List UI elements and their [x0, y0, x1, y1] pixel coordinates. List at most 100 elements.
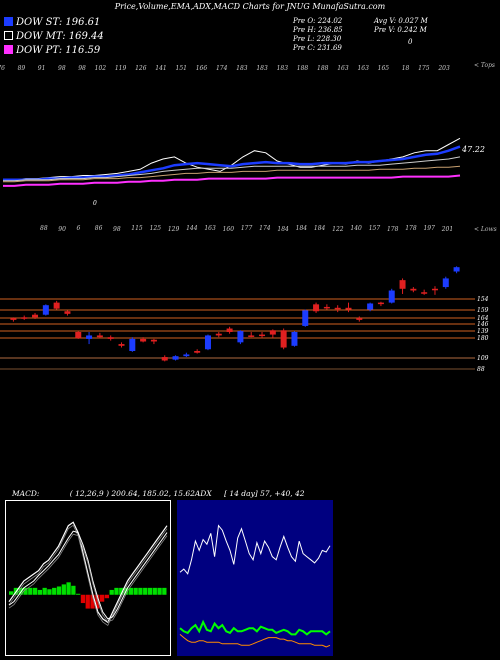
macd-bar: [71, 585, 76, 595]
macd-bar: [143, 587, 148, 595]
macd-line-shadow: [8, 533, 168, 623]
avg-volume: Avg V: 0.027 M: [374, 17, 428, 25]
macd-bar: [37, 589, 43, 595]
top-price-label: 98: [78, 65, 86, 72]
candle-body: [453, 267, 460, 272]
candle-body: [86, 335, 93, 339]
bottom-price-label: 129: [168, 226, 180, 233]
top-price-label: 174: [216, 65, 228, 72]
adx-line: [179, 634, 331, 648]
level-label: 164: [477, 315, 489, 322]
macd-bar: [80, 594, 86, 604]
top-price-label: 141: [155, 65, 166, 72]
adx-panel: [177, 500, 333, 656]
legend-swatch: [4, 45, 13, 54]
macd-bar: [162, 587, 167, 595]
macd-line: [8, 521, 168, 624]
candle-body: [280, 330, 287, 348]
top-price-label: 188: [297, 65, 309, 72]
top-price-label: 188: [317, 65, 329, 72]
macd-label: MACD:: [12, 489, 40, 498]
adx-values: [ 14 day] 57, +40, 42: [224, 489, 305, 498]
macd-line-shadow: [8, 524, 168, 626]
pre-close: Pre C: 231.69: [293, 44, 342, 52]
candle-body: [42, 305, 49, 315]
level-label: 159: [477, 307, 489, 314]
bottom-price-label: 98: [113, 226, 121, 233]
pre-low: Pre L: 228.30: [293, 35, 342, 43]
macd-bar: [23, 587, 28, 595]
candle-body: [302, 310, 309, 326]
macd-bar: [99, 594, 105, 602]
price-chart: 76 89 91 98 98 102 119 126 141 151 166 174 183 183 183…: [0, 62, 497, 373]
macd-bar: [32, 587, 38, 595]
candle-body: [248, 335, 255, 337]
candle-body: [291, 331, 298, 346]
legend-swatch: [4, 31, 13, 40]
pre-volume: Pre V: 0.242 M: [374, 26, 427, 34]
macd-bar: [152, 587, 157, 595]
macd-bar: [138, 587, 143, 595]
macd-bar: [52, 587, 57, 595]
candle-body: [21, 317, 28, 319]
bottom-price-label: 201: [441, 226, 453, 233]
macd-bar: [157, 587, 162, 595]
ema-lines: [3, 137, 461, 187]
bottom-price-labels: 88 90 6 86 98 115 125 129 144 163 160 177 174 184 184 1…: [40, 225, 453, 233]
candle-body: [150, 339, 157, 342]
macd-bar: [95, 594, 100, 609]
ema-line: [3, 165, 461, 183]
legend-dow-st: DOW ST: 196.61: [4, 17, 100, 28]
candle-body: [345, 307, 352, 310]
candle-body: [10, 318, 17, 320]
candle-body: [215, 333, 222, 336]
top-price-labels: 76 89 91 98 98 102 119 126 141 151 166 174 183 183 183…: [0, 65, 450, 72]
top-price-label: 183: [256, 65, 268, 72]
candle-body: [183, 354, 190, 357]
candle-body: [323, 306, 330, 309]
macd-params: ( 12,26,9 ) 200.64, 185.02, 15.62: [69, 489, 195, 498]
bottom-price-label: 125: [150, 225, 162, 232]
top-price-label: 102: [95, 65, 107, 72]
macd-bar: [128, 587, 133, 595]
candle-body: [388, 290, 395, 303]
bottom-price-label: 88: [40, 225, 48, 232]
candle-body: [259, 334, 266, 337]
top-price-label: 165: [378, 65, 390, 72]
macd-panel: [5, 500, 171, 656]
macd-bar: [147, 587, 153, 595]
candle-body: [118, 344, 125, 346]
candle-body: [269, 330, 276, 335]
legend-label: DOW MT: 169.44: [16, 31, 104, 42]
macd-bar: [47, 589, 52, 595]
top-price-label: 166: [196, 65, 208, 72]
top-price-label: 175: [418, 65, 430, 72]
bottom-price-label: 160: [223, 226, 235, 233]
lows-label: < Lows: [474, 226, 497, 233]
candle-body: [96, 335, 103, 338]
ema-line: [3, 174, 461, 187]
candle-body: [226, 328, 233, 332]
bottom-price-label: 197: [423, 225, 435, 232]
bottom-price-label: 184: [314, 225, 326, 232]
pre-open: Pre O: 224.02: [293, 17, 343, 25]
macd-bar: [133, 587, 138, 595]
top-price-label: 98: [58, 65, 66, 72]
adx-line: [179, 619, 331, 636]
adx-label: ADX: [194, 489, 212, 498]
macd-bar: [119, 587, 124, 595]
candle-body: [356, 318, 363, 320]
macd-bar: [114, 587, 119, 595]
candle-body: [313, 304, 320, 312]
top-price-label: 203: [437, 65, 450, 72]
top-price-label: 151: [176, 65, 187, 72]
legend-label: DOW PT: 116.59: [16, 45, 101, 56]
candle-body: [140, 338, 147, 342]
level-label: 146: [477, 321, 489, 328]
adx-lines: [179, 524, 331, 648]
macd-bar: [90, 594, 95, 609]
level-label: 139: [477, 328, 489, 335]
top-price-label: 91: [38, 65, 46, 72]
bottom-price-label: 178: [405, 225, 417, 232]
